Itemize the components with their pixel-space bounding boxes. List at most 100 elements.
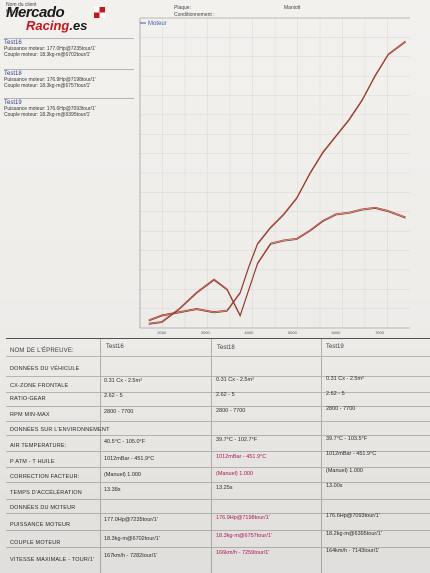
row-label: CORRECTION FACTEUR:	[10, 474, 80, 480]
immat-label: Mo...	[6, 9, 18, 15]
table-row: AIR TEMPERATURE: 40.5°C - 105.0°F 39.7°C…	[6, 435, 430, 452]
row-value: 176.6Hp@7093tour/1'	[326, 513, 380, 519]
table-row: CORRECTION FACTEUR: (Manuel) 1.000 (Manu…	[6, 467, 430, 483]
row-value: 40.5°C - 105.0°F	[104, 439, 146, 445]
chart-grid	[140, 18, 410, 328]
row-value: 1012mBar - 451.9°C	[104, 456, 155, 462]
row-value: 2800 - 7700	[104, 409, 134, 415]
table-row: RPM MIN-MAX 2800 - 7700 2800 - 7700 2800…	[6, 406, 430, 422]
x-tick-label: 6000	[332, 330, 342, 335]
legend-test-2: Test18 Puissance moteur: 176.9Hp@7198tou…	[4, 69, 134, 89]
row-value: 1012mBar - 451.9°C	[216, 454, 267, 460]
x-tick-labels: 2000 3000 4000 5000 6000 7000	[157, 330, 384, 335]
x-tick-label: 7000	[375, 330, 385, 335]
dyno-chart: Moteur 2000 3000 4000 5000 6000 7000	[139, 17, 410, 335]
legend-test-torque: Couple moteur: 18.3kg·m@6757tour/1'	[4, 83, 91, 89]
results-table: NOM DE L'ÉPREUVE: Test16 Test18 Test19 D…	[6, 338, 430, 563]
logo-brand-sub: Racing.es	[26, 18, 88, 33]
table-header-row: NOM DE L'ÉPREUVE: Test16 Test18 Test19	[6, 343, 430, 357]
row-value: 2800 - 7700	[216, 408, 246, 414]
row-value: 39.7°C - 103.5°F	[326, 436, 368, 442]
row-value: 0.31 Cx - 2.5m²	[216, 377, 254, 383]
legend-test-3: Test19 Puissance moteur: 176.6Hp@7093tou…	[4, 98, 134, 118]
plaque-label: Plaque:	[174, 5, 191, 11]
row-label: CX-ZONE FRONTALE	[10, 383, 69, 389]
table-col-divider	[321, 338, 322, 573]
row-value: 177.0Hp@7235tour/1'	[104, 517, 158, 523]
x-tick-label: 4000	[244, 330, 254, 335]
table-header-cell: Test18	[217, 345, 235, 351]
table-row: COUPLE MOTEUR 18.3kg·m@6702tour/1' 18.3k…	[6, 530, 430, 548]
table-col-divider	[100, 338, 101, 573]
row-value: 2800 - 7700	[326, 406, 356, 412]
series-line-couple	[148, 206, 406, 324]
row-value: (Manuel) 1.000	[326, 468, 363, 474]
row-value: 18.2kg·m@6395tour/1'	[326, 531, 382, 537]
legend-test-power: Puissance moteur: 176.9Hp@7198tour/1'	[4, 77, 96, 83]
checkered-flag-icon	[94, 7, 105, 18]
series-line-puissance	[148, 41, 406, 322]
legend-test-torque: Couple moteur: 18.2kg·m@6395tour/1'	[4, 112, 91, 118]
row-label: AIR TEMPERATURE:	[10, 443, 67, 449]
row-value: 166km/h - 7259tour/1'	[216, 550, 270, 556]
row-value: 0.31 Cx - 2.5m²	[104, 378, 142, 384]
row-value: 167km/h - 7282tour/1'	[104, 553, 158, 559]
row-label: RPM MIN-MAX	[10, 412, 50, 418]
legend-test-power: Puissance moteur: 176.6Hp@7093tour/1'	[4, 106, 96, 112]
table-row: PUISSANCE MOTEUR 177.0Hp@7235tour/1' 176…	[6, 513, 430, 531]
chart-title: Moteur	[148, 21, 167, 27]
conditionnement-label: Conditionnement :	[174, 12, 215, 18]
row-value: 1012mBar - 451.9°C	[326, 451, 377, 457]
row-value: (Manuel) 1.000	[216, 471, 253, 477]
row-label: VITESSE MAXIMALE - TOUR/1'	[10, 557, 95, 563]
table-row: P ATM - T HUILE 1012mBar - 451.9°C 1012m…	[6, 451, 430, 468]
row-value: 0.31 Cx - 2.5m²	[326, 376, 364, 382]
row-value: 18.3kg·m@6757tour/1'	[216, 533, 272, 539]
row-label: DONNÉES SUR L'ENVIRONNEMENT	[10, 427, 110, 433]
row-value: (Manuel) 1.000	[104, 472, 141, 478]
row-value: 2.62 - 5	[216, 392, 235, 398]
row-label: COUPLE MOTEUR	[10, 540, 61, 546]
row-value: 176.9Hp@7198tour/1'	[216, 515, 270, 521]
mercado-racing-logo: Mercado Racing.es	[6, 4, 106, 33]
table-header-cell: Test16	[106, 344, 124, 350]
legend-test-power: Puissance moteur: 177.0Hp@7235tour/1'	[4, 46, 96, 52]
row-value: 13.38s	[104, 487, 121, 493]
row-value: 2.62 - 5	[326, 391, 345, 397]
row-label: DONNÉES DU MOTEUR	[10, 505, 76, 511]
row-label: DONNÉES DU VÉHICULE	[10, 366, 80, 372]
table-row: TEMPS D'ACCÉLÉRATION 13.38s 13.25s 13.00…	[6, 482, 430, 500]
owner-name: Maniott	[284, 5, 301, 11]
client-name-label: Nom du client	[6, 2, 37, 8]
row-label: P ATM - T HUILE	[10, 459, 55, 465]
x-tick-label: 3000	[201, 330, 211, 335]
legend-test-name: Test16	[4, 40, 22, 46]
table-row: DONNÉES DU VÉHICULE	[6, 361, 430, 377]
series-line-couple	[148, 208, 406, 325]
row-value: 13.00s	[326, 483, 343, 489]
row-value: 164km/h - 7143tour/1'	[326, 548, 380, 554]
table-row: DONNÉES DU MOTEUR	[6, 499, 430, 514]
table-row: DONNÉES SUR L'ENVIRONNEMENT	[6, 421, 430, 436]
legend-test-1: Test16 Puissance moteur: 177.0Hp@7235tou…	[4, 38, 134, 58]
series-line-puissance	[148, 40, 406, 321]
legend-test-torque: Couple moteur: 18.3kg·m@6702tour/1'	[4, 52, 91, 58]
table-col-divider	[211, 338, 212, 573]
x-tick-label: 2000	[157, 330, 167, 335]
table-row: RATIO-GEAR 2.62 - 5 2.62 - 5 2.62 - 5	[6, 391, 430, 407]
table-row: VITESSE MAXIMALE - TOUR/1' 167km/h - 728…	[6, 547, 430, 565]
x-tick-label: 5000	[288, 330, 298, 335]
row-value: 2.62 - 5	[104, 393, 123, 399]
legend-test-name: Test18	[4, 71, 22, 77]
row-value: 18.3kg·m@6702tour/1'	[104, 536, 160, 542]
row-label: RATIO-GEAR	[10, 396, 46, 402]
table-row: CX-ZONE FRONTALE 0.31 Cx - 2.5m² 0.31 Cx…	[6, 376, 430, 393]
legend-test-name: Test19	[4, 100, 22, 106]
row-value: 39.7°C - 102.7°F	[216, 437, 258, 443]
chart-series	[148, 40, 406, 325]
row-label: PUISSANCE MOTEUR	[10, 522, 71, 528]
logo-brand-main: Mercado	[6, 4, 65, 21]
row-label: TEMPS D'ACCÉLÉRATION	[10, 490, 82, 496]
row-value: 13.25s	[216, 485, 233, 491]
